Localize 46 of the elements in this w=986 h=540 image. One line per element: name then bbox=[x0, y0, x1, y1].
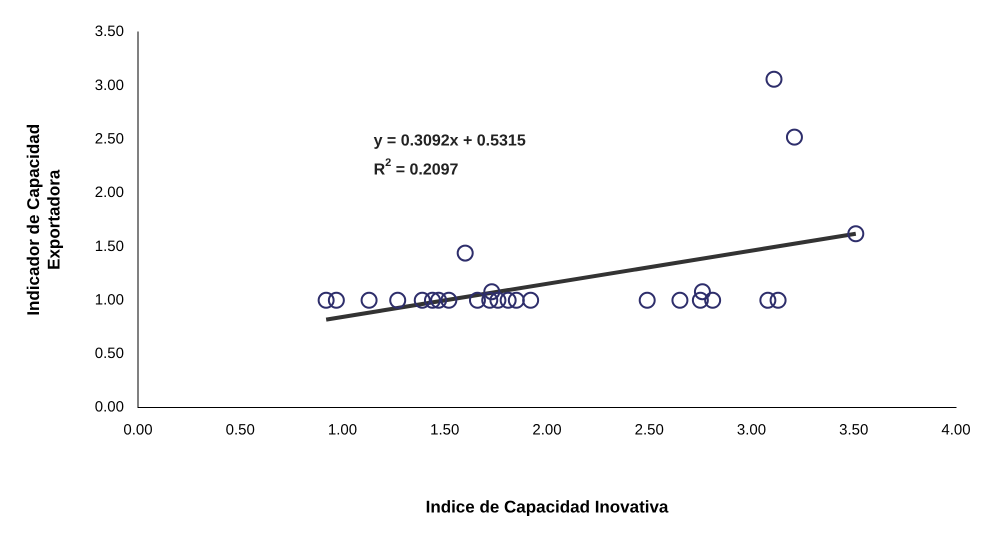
point bbox=[318, 292, 335, 309]
point bbox=[692, 292, 709, 309]
point bbox=[765, 70, 782, 88]
point bbox=[770, 292, 787, 309]
x-tick-label: 3.50 bbox=[839, 422, 868, 439]
point bbox=[481, 292, 498, 309]
x-tick-label: 2.50 bbox=[634, 422, 664, 439]
point bbox=[694, 283, 711, 300]
point bbox=[522, 292, 540, 309]
point bbox=[508, 292, 525, 309]
x-tick-label: 3.00 bbox=[736, 422, 766, 439]
x-tick-label: 0.00 bbox=[123, 422, 153, 439]
point bbox=[440, 292, 458, 309]
point bbox=[468, 292, 486, 309]
point bbox=[489, 292, 506, 309]
x-tick-label: 1.50 bbox=[430, 422, 460, 439]
x-tick-label: 4.00 bbox=[941, 422, 971, 439]
point bbox=[786, 128, 803, 146]
point bbox=[500, 292, 517, 309]
point bbox=[759, 292, 776, 309]
y-tick-label: 3.00 bbox=[94, 76, 124, 94]
y-tick-label: 0.00 bbox=[94, 398, 124, 416]
y-tick-label: 1.50 bbox=[94, 238, 124, 255]
x-tick-label: 1.00 bbox=[328, 422, 358, 439]
point bbox=[638, 292, 656, 309]
x-axis-title: Indice de Capacidad Inovativa bbox=[426, 497, 669, 516]
point bbox=[389, 292, 406, 309]
y-tick-label: 2.50 bbox=[94, 130, 124, 148]
point bbox=[414, 292, 431, 309]
point bbox=[483, 283, 500, 300]
y-axis-title: Indicador de Capacidad Exportadora bbox=[24, 124, 64, 316]
x-tick-label: 0.50 bbox=[226, 422, 255, 439]
y-tick-label: 2.00 bbox=[94, 184, 124, 202]
y-tick-label: 3.50 bbox=[94, 23, 124, 40]
y-tick-label: 1.00 bbox=[94, 291, 124, 308]
point bbox=[328, 292, 345, 309]
point bbox=[430, 292, 448, 309]
annotation: y = 0.3092x + 0.5315 bbox=[374, 132, 526, 150]
y-tick-label: 0.50 bbox=[94, 345, 124, 362]
point bbox=[847, 225, 864, 242]
point bbox=[704, 292, 722, 309]
x-tick-label: 2.00 bbox=[532, 422, 562, 439]
point bbox=[360, 292, 378, 309]
point bbox=[671, 292, 688, 309]
point bbox=[424, 292, 441, 309]
point bbox=[456, 244, 474, 262]
